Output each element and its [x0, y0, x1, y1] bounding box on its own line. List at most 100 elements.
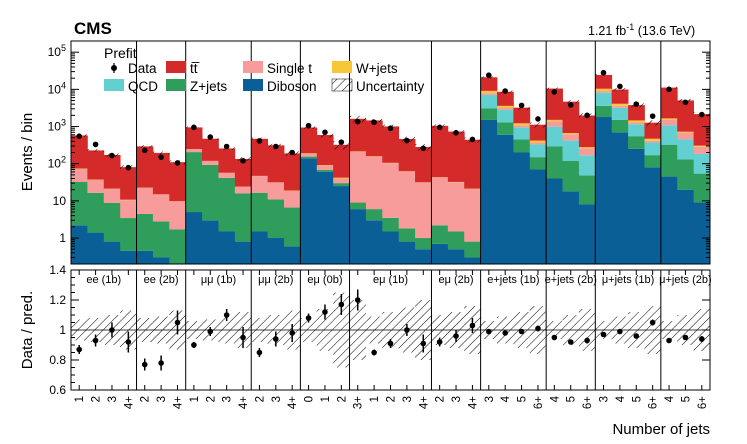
stack-bar-zjets [431, 225, 449, 244]
stack-bar-zjets [480, 108, 498, 120]
stack-bar-diboson [595, 117, 613, 264]
stack-bar-zjets [595, 105, 613, 118]
ratio-point [305, 315, 312, 321]
stack-bar-zjets [644, 155, 662, 168]
ratio-point [109, 327, 115, 333]
stack-bar-ttbar [71, 135, 88, 169]
stack-bar-ttbar [546, 88, 563, 120]
stack-bar-qcd [644, 142, 662, 156]
uncertainty-band [529, 122, 547, 128]
stack-bar-single_t [546, 121, 563, 127]
ratio-point [518, 328, 525, 335]
data-point [141, 147, 148, 154]
stack-bar-zjets [202, 164, 219, 221]
ratio-point [584, 337, 590, 344]
stack-bar-zjets [152, 221, 170, 258]
x-tick-label: 2 [91, 396, 103, 402]
x-tick-label: 4 [664, 395, 676, 402]
stack-bar-diboson [251, 231, 269, 264]
stack-bar-ttbar [316, 135, 334, 166]
x-tick-label: 4 [500, 395, 512, 402]
stack-bar-ttbar [218, 148, 236, 173]
legend-label: Single t [267, 61, 312, 76]
stack-bar-single_t [480, 93, 498, 95]
stack-bar-wjets [562, 133, 580, 135]
x-tick-label: 3+ [353, 396, 365, 409]
region-label: μ+jets (1b) [602, 274, 655, 286]
stack-bar-diboson [644, 167, 662, 264]
stack-bar-single_t [464, 189, 482, 242]
stack-bar-qcd [513, 127, 531, 140]
ratio-region-separators [136, 270, 662, 390]
stack-bar-zjets [628, 136, 645, 149]
stack-bar-zjets [611, 119, 629, 133]
x-tick-label: 3 [222, 396, 234, 402]
ratio-y-tick-label: 1.2 [49, 293, 66, 307]
stack-bar-diboson [415, 249, 432, 264]
ratio-point [535, 325, 541, 332]
stack-bar-diboson [611, 132, 629, 264]
stack-bar-single_t [136, 187, 154, 214]
stack-bar-qcd [562, 140, 580, 162]
data-point [338, 139, 345, 145]
ratio-data-points [76, 289, 705, 371]
ratio-y-axis-title: Data / pred. [19, 291, 36, 369]
legend-swatch-diboson [243, 79, 263, 91]
stack-bar-ttbar [480, 77, 498, 91]
y-tick-label: 10 [53, 194, 67, 208]
stack-bar-ttbar [562, 101, 580, 134]
data-point [404, 137, 410, 144]
data-point [469, 136, 476, 143]
ratio-point [551, 334, 558, 341]
x-tick-label: 2 [205, 396, 217, 402]
stack-bar-diboson [480, 119, 498, 264]
data-point [76, 133, 82, 139]
data-point [158, 154, 164, 160]
stack-bar-ttbar [136, 146, 154, 188]
ratio-point [387, 340, 394, 347]
x-tick-label: 1 [74, 396, 86, 402]
data-point [191, 124, 197, 131]
x-tick-label: 5 [517, 396, 529, 402]
stack-bar-diboson [398, 241, 416, 264]
stack-bar-single_t [120, 200, 137, 219]
x-tick-label: 3 [451, 396, 463, 402]
x-tick-label: 3 [484, 396, 496, 402]
stack-bar-wjets [529, 140, 547, 143]
stack-bar-single_t [71, 168, 88, 182]
legend-data-marker [111, 65, 117, 71]
data-point [633, 101, 640, 107]
ratio-y-axis: 0.6 0.8 1 1.2 1.4 [49, 263, 710, 397]
ratio-point [600, 331, 607, 338]
main-data-points [76, 69, 705, 171]
x-tick-label: 2 [254, 396, 266, 402]
stack-bar-ttbar [693, 114, 710, 146]
stack-bar-single_t [218, 172, 236, 178]
stack-bar-ttbar [447, 131, 465, 182]
stack-bar-wjets [660, 118, 678, 120]
stack-bar-qcd [529, 144, 547, 158]
stack-bar-zjets [103, 202, 121, 242]
data-point [273, 143, 279, 150]
ratio-point [420, 340, 427, 347]
data-point [584, 112, 590, 119]
legend-label: Diboson [267, 79, 317, 94]
x-tick-label: 0 [304, 396, 316, 402]
stack-bar-single_t [185, 149, 203, 153]
legend-swatch-qcd [104, 79, 124, 91]
x-tick-label: 3 [107, 396, 119, 402]
stack-bar-zjets [365, 209, 383, 221]
data-point [387, 125, 394, 132]
data-point [223, 143, 230, 150]
x-tick-label: 3 [156, 396, 168, 402]
stack-bar-zjets [71, 181, 88, 226]
stack-bar-ttbar [152, 152, 170, 195]
stack-bar-zjets [316, 169, 334, 172]
x-tick-label: 3 [271, 396, 283, 402]
ratio-point [617, 328, 623, 335]
stack-bar-diboson [562, 191, 580, 264]
stack-bar-ttbar [660, 87, 678, 119]
stack-bar-single_t [152, 194, 170, 222]
ratio-point [502, 330, 508, 336]
